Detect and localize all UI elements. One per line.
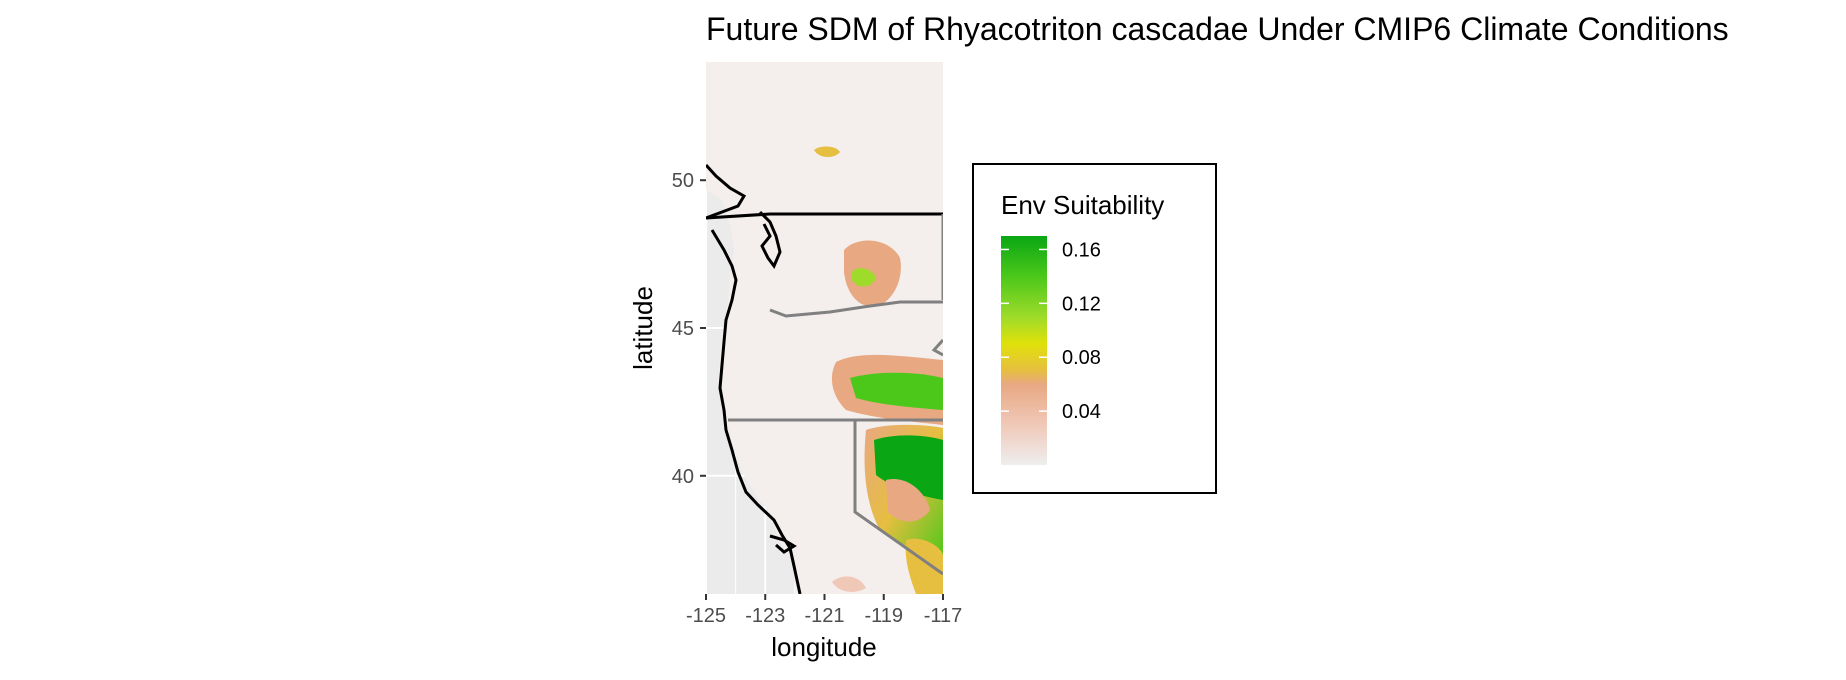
coastline-sf-bay	[769, 534, 797, 554]
x-tick-label-1: -123	[745, 605, 785, 627]
border-coast-canada	[706, 212, 771, 220]
x-axis-title: longitude	[771, 632, 877, 662]
y-tick-label-2: 50	[672, 170, 694, 192]
legend-colorbar	[1001, 236, 1047, 465]
border-california-nevada	[853, 420, 943, 576]
legend-ticks: 0.04 0.08 0.12 0.16	[1001, 239, 1101, 423]
legend-label-2: 0.12	[1062, 293, 1101, 315]
coastline	[706, 163, 802, 594]
map-panel	[706, 62, 943, 594]
x-axis: -125 -123 -121 -119 -117	[686, 594, 962, 627]
legend-label-1: 0.08	[1062, 347, 1101, 369]
coastline-pacific	[710, 229, 802, 594]
plot-title: Future SDM of Rhyacotriton cascadae Unde…	[706, 11, 1729, 47]
suitability-raster	[814, 146, 943, 594]
legend-label-3: 0.16	[1062, 239, 1101, 261]
legend: Env Suitability 0.04 0.08 0.12 0.16	[972, 163, 1217, 494]
political-borders	[706, 212, 943, 576]
border-oregon-idaho	[931, 338, 943, 357]
y-tick-label-0: 40	[672, 466, 694, 488]
coastline-puget-sound	[758, 210, 782, 269]
x-tick-label-4: -117	[924, 605, 963, 627]
legend-title: Env Suitability	[1001, 190, 1164, 220]
suitable-region-south	[832, 576, 866, 592]
y-axis-title: latitude	[628, 286, 658, 370]
suitable-region-washington-core	[852, 268, 876, 287]
legend-label-0: 0.04	[1062, 401, 1101, 423]
suitable-region-bc	[814, 146, 840, 157]
y-tick-label-1: 45	[672, 318, 694, 340]
y-axis: 40 45 50	[672, 170, 706, 488]
border-washington-oregon	[769, 300, 943, 318]
coastline-vancouver-island	[706, 163, 747, 220]
x-tick-label-3: -119	[864, 605, 903, 627]
x-tick-label-0: -125	[686, 605, 726, 627]
suitable-region-interior-basin	[886, 479, 930, 522]
suitable-region-oregon-core	[850, 372, 943, 410]
x-tick-label-2: -121	[804, 605, 844, 627]
